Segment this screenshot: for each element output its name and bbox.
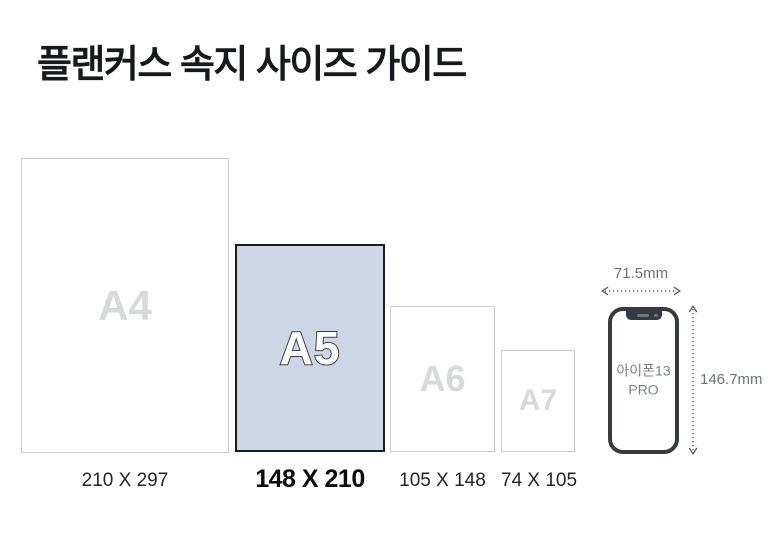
width-arrow-icon [601, 286, 681, 296]
page-title: 플랜커스 속지 사이즈 가이드 [37, 44, 467, 86]
paper-a6-label: A6 [419, 358, 466, 399]
iphone-notch-icon [625, 311, 662, 320]
paper-a5-highlighted: A5 [235, 244, 385, 452]
paper-a5-size-caption: 148 X 210 [255, 465, 365, 493]
iphone-model-label: 아이폰13 PRO [612, 361, 675, 400]
paper-a7-size-caption: 74 X 105 [501, 470, 578, 491]
paper-a7: A7 [501, 350, 575, 452]
paper-a6: A6 [390, 306, 495, 452]
paper-a4-size-caption: 210 X 297 [81, 470, 169, 491]
paper-a7-label: A7 [518, 384, 558, 417]
iphone-model-line1: 아이폰13 [616, 361, 671, 378]
speaker-icon [636, 314, 649, 317]
paper-a6-size-caption: 105 X 148 [399, 470, 486, 491]
height-arrow-icon [688, 305, 698, 455]
iphone-model-line2: PRO [628, 381, 659, 398]
iphone-frame: 아이폰13 PRO [608, 307, 679, 454]
paper-a4: A4 [21, 158, 229, 453]
camera-icon [654, 313, 658, 317]
phone-width-label: 71.5mm [613, 265, 669, 282]
phone-height-label: 146.7mm [700, 371, 763, 388]
paper-a4-label: A4 [98, 281, 152, 329]
paper-a5-label: A5 [279, 321, 341, 375]
